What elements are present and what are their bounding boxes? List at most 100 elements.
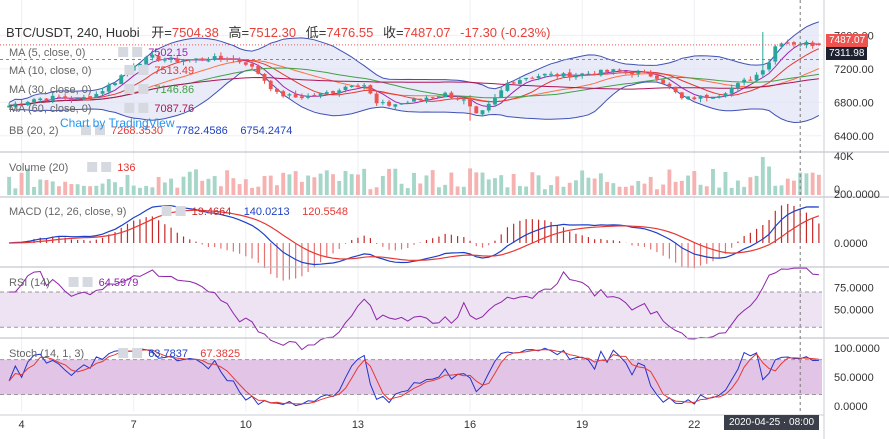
candle-body — [50, 95, 55, 101]
symbol-header: BTC/USDT, 240, Huobi 开=7504.38 高=7512.30… — [6, 22, 551, 41]
volume-bar — [150, 187, 155, 195]
candle-body — [474, 106, 479, 114]
candle-body — [393, 104, 398, 107]
candle-body — [717, 96, 722, 98]
candle-body — [262, 73, 267, 81]
volume-bar — [586, 177, 591, 195]
volume-bar — [630, 185, 634, 195]
candle-body — [387, 101, 392, 106]
rsi-legend-close-icon — [82, 277, 93, 287]
candle-body — [362, 85, 367, 87]
candle-body — [586, 73, 591, 75]
candle-body — [337, 90, 342, 94]
volume-bar — [349, 174, 354, 195]
candle-body — [32, 99, 36, 103]
volume-bar — [785, 178, 790, 195]
stoch-band — [0, 359, 822, 395]
candle-body — [617, 69, 622, 71]
volume-bar — [542, 189, 547, 195]
volume-bar — [661, 184, 666, 195]
candle-body — [7, 105, 12, 108]
volume-bar — [181, 176, 186, 195]
candle-body — [430, 97, 435, 99]
volume-bar — [524, 186, 529, 195]
macd-signal-line — [9, 209, 820, 262]
candle-body — [374, 93, 379, 104]
candle-body — [57, 96, 61, 98]
candle-body — [44, 98, 49, 101]
symbol-title[interactable]: BTC/USDT, 240, Huobi — [6, 25, 140, 40]
candle-body — [673, 86, 678, 93]
candle-body — [287, 94, 292, 96]
candle-body — [19, 103, 24, 105]
volume-bar — [318, 173, 323, 195]
candle-body — [499, 90, 504, 98]
stoch-tick-label: 50.0000 — [834, 372, 874, 384]
candle-body — [667, 83, 672, 87]
candle-body — [810, 42, 815, 46]
candle-body — [231, 58, 236, 60]
ma10-legend-value: 7513.49 — [154, 65, 194, 77]
candle-body — [81, 97, 86, 99]
candle-body — [574, 75, 578, 78]
volume-tick-label: 200.0000 — [834, 189, 880, 201]
candle-body — [412, 98, 416, 102]
volume-bar — [57, 186, 61, 195]
volume-bar — [312, 177, 317, 195]
volume-bar — [816, 174, 821, 195]
candle-body — [119, 75, 124, 85]
volume-bar — [760, 157, 765, 195]
candle-body — [156, 55, 161, 61]
candle-body — [424, 97, 429, 100]
volume-bar — [742, 186, 747, 195]
stoch-k-line — [8, 347, 819, 407]
candle-body — [356, 85, 360, 87]
candle-body — [399, 103, 404, 105]
volume-bar — [511, 173, 516, 195]
volume-bar — [399, 183, 404, 195]
bb-lower-line — [9, 69, 820, 124]
bb-legend-label: BB (20, 2) — [9, 125, 59, 137]
volume-bar — [356, 174, 360, 195]
candle-body — [686, 96, 691, 100]
macd-legend-value: 19.4664 — [192, 206, 232, 218]
volume-bar — [169, 178, 173, 195]
candle-body — [436, 96, 441, 99]
volume-bar — [44, 180, 49, 195]
candle-body — [455, 98, 460, 100]
stoch-tick-label: 100.0000 — [834, 343, 880, 355]
rsi-line — [9, 267, 819, 351]
volume-bar — [623, 186, 628, 195]
volume-bar — [250, 187, 254, 195]
candle-body — [480, 110, 485, 115]
volume-bar — [237, 184, 242, 195]
candle-body — [661, 79, 666, 84]
open-label: 开= — [151, 25, 172, 40]
candle-body — [343, 86, 348, 91]
candle-body — [517, 80, 522, 84]
crosshair-date-tag: 2020-04-25 · 08:00 — [724, 415, 820, 430]
price-tick-label: 6400.00 — [834, 131, 874, 143]
candle-body — [106, 84, 111, 92]
volume-bar — [25, 168, 30, 195]
bb-legend-settings-icon — [81, 125, 91, 135]
volume-bar — [810, 172, 815, 195]
tradingview-watermark: Chart by TradingView — [60, 116, 175, 130]
legend-layer: MA (5, close, 0) 7502.15 MA (10, close, 0)… — [9, 47, 348, 360]
volume-bar — [144, 185, 149, 195]
macd-legend-value: 140.0213 — [244, 206, 290, 218]
volume-bar — [530, 172, 535, 195]
candle-body — [648, 72, 653, 77]
macd-legend-label: MACD (12, 26, close, 9) — [9, 206, 126, 218]
candle-body — [773, 46, 778, 62]
volume-bar — [455, 186, 460, 195]
stoch-legend-value: 67.3825 — [200, 348, 240, 360]
volume-bar — [698, 184, 703, 195]
volume-bar — [206, 178, 211, 195]
candle-body — [13, 103, 18, 107]
macd-line — [9, 205, 819, 266]
candle-body — [243, 62, 248, 65]
volume-bar — [474, 172, 479, 195]
